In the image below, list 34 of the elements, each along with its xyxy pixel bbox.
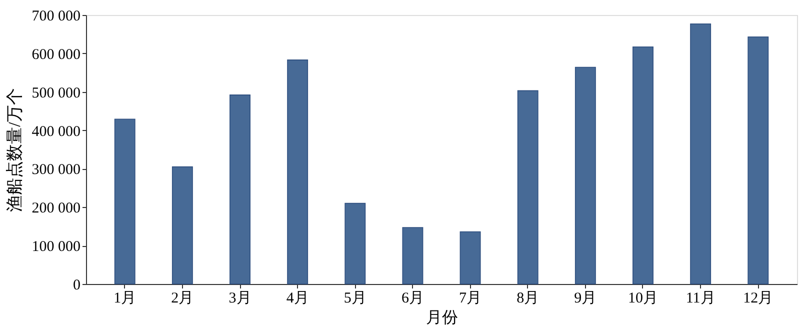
bar: [172, 166, 193, 284]
bar: [748, 36, 769, 284]
bar: [632, 46, 654, 284]
x-tick-label: 12月: [743, 290, 774, 306]
x-tick-label: 1月: [114, 290, 136, 306]
x-tick-label: 11月: [686, 290, 716, 306]
x-tick-label: 6月: [401, 290, 424, 306]
x-tick-label: 9月: [574, 290, 597, 306]
x-tick-label: 5月: [344, 290, 366, 306]
bar: [690, 23, 712, 284]
y-tick-label: 0: [73, 278, 80, 294]
x-tick-label: 10月: [628, 290, 658, 306]
bar: [574, 66, 596, 284]
bar: [344, 202, 366, 284]
y-tick-label: 500 000: [32, 85, 80, 102]
y-axis-title: 渔船点数量/万个: [4, 88, 24, 212]
y-tick-label: 100 000: [32, 239, 80, 256]
bar: [287, 60, 308, 284]
y-tick-label: 400 000: [32, 124, 80, 140]
y-tick-label: 600 000: [32, 46, 80, 63]
x-tick-label: 7月: [459, 290, 482, 306]
y-tick-label: 700 000: [32, 8, 80, 24]
y-tick-label: 200 000: [32, 200, 80, 217]
bar: [230, 94, 250, 284]
x-tick-label: 2月: [171, 290, 194, 306]
x-tick-label: 8月: [516, 290, 540, 306]
x-tick-label: 4月: [286, 290, 309, 306]
x-tick-label: 3月: [228, 290, 252, 306]
y-tick-label: 300 000: [32, 162, 80, 178]
bar: [460, 231, 481, 284]
bar: [114, 118, 136, 284]
bar: [402, 227, 424, 284]
x-axis-title: 月份: [426, 310, 458, 326]
bar: [517, 90, 538, 284]
